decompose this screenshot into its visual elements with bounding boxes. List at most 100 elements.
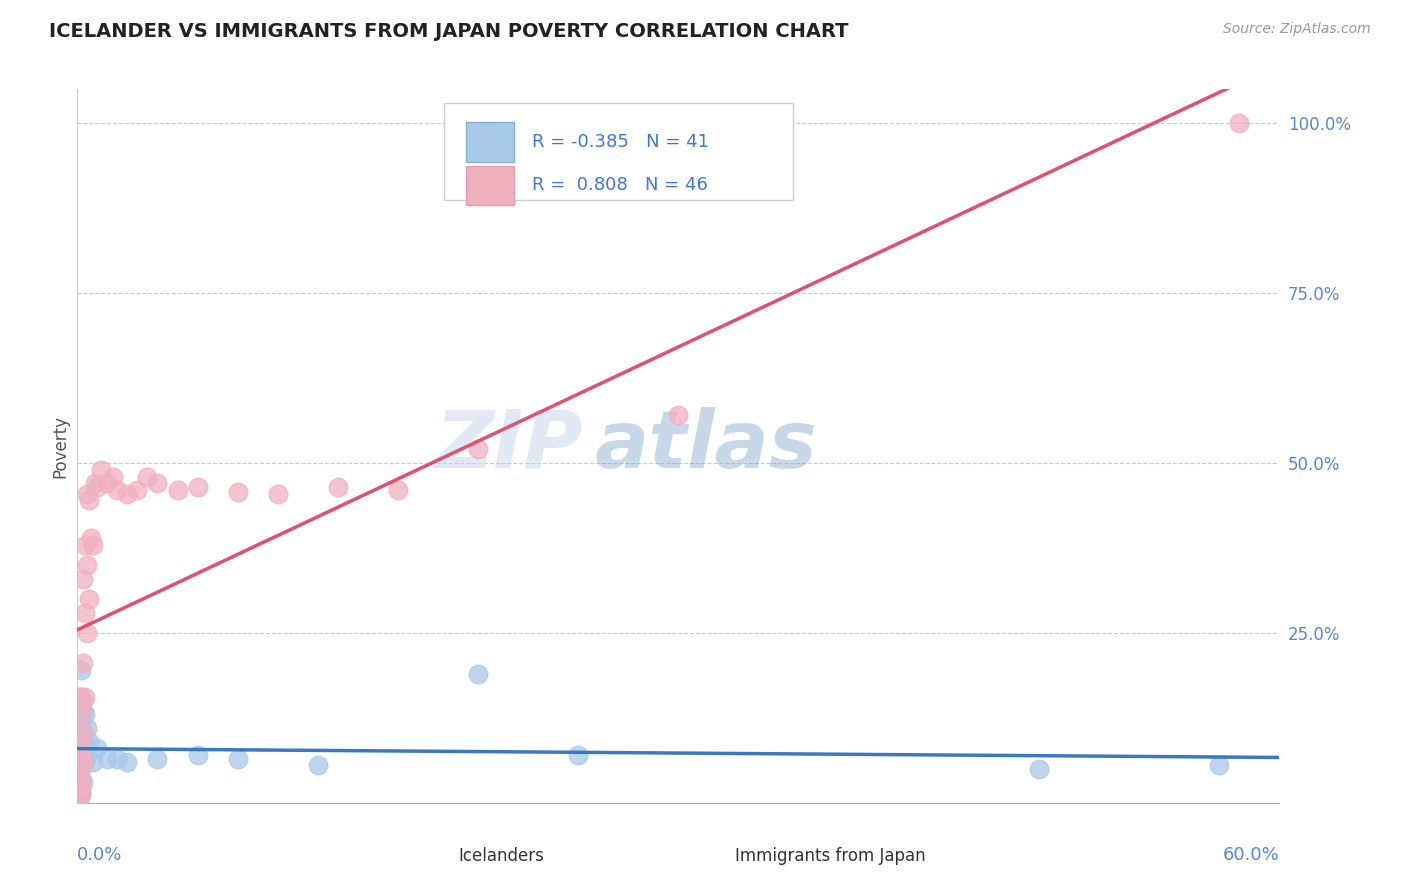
Point bbox=[67, 775, 90, 789]
Point bbox=[67, 786, 90, 800]
Text: Source: ZipAtlas.com: Source: ZipAtlas.com bbox=[1223, 22, 1371, 37]
Point bbox=[75, 606, 97, 620]
Point bbox=[75, 755, 97, 769]
Text: R = -0.385   N = 41: R = -0.385 N = 41 bbox=[531, 133, 709, 151]
Point bbox=[467, 666, 489, 681]
Bar bbox=[465, 122, 513, 161]
Point bbox=[70, 690, 93, 705]
Y-axis label: Poverty: Poverty bbox=[51, 415, 69, 477]
Point bbox=[96, 751, 118, 765]
Point bbox=[79, 493, 101, 508]
Point bbox=[82, 755, 104, 769]
Point bbox=[70, 745, 93, 759]
Point bbox=[127, 483, 149, 498]
Point bbox=[75, 738, 97, 752]
Point bbox=[67, 758, 90, 772]
Point bbox=[187, 748, 209, 763]
Point bbox=[166, 483, 188, 498]
Bar bbox=[413, 843, 444, 870]
Point bbox=[103, 469, 125, 483]
Point bbox=[75, 537, 97, 551]
Point bbox=[67, 782, 90, 797]
Point bbox=[72, 657, 94, 671]
Point bbox=[70, 731, 93, 746]
Point bbox=[70, 711, 93, 725]
Text: atlas: atlas bbox=[595, 407, 817, 485]
Point bbox=[72, 755, 94, 769]
Point bbox=[72, 745, 94, 759]
Point bbox=[467, 442, 489, 457]
Point bbox=[70, 772, 93, 786]
Point bbox=[76, 721, 98, 735]
Point bbox=[70, 707, 93, 722]
Text: 0.0%: 0.0% bbox=[77, 846, 122, 863]
Point bbox=[72, 728, 94, 742]
Point bbox=[70, 758, 93, 772]
Point bbox=[76, 558, 98, 572]
Point bbox=[67, 745, 90, 759]
Point bbox=[67, 779, 90, 793]
Point bbox=[79, 591, 101, 606]
Point bbox=[67, 717, 90, 731]
Text: R =  0.808   N = 46: R = 0.808 N = 46 bbox=[531, 177, 707, 194]
Point bbox=[70, 748, 93, 763]
Point bbox=[82, 537, 104, 551]
Text: Icelanders: Icelanders bbox=[458, 847, 544, 865]
Text: Immigrants from Japan: Immigrants from Japan bbox=[735, 847, 925, 865]
Point bbox=[326, 480, 349, 494]
Point bbox=[70, 663, 93, 677]
Point bbox=[70, 762, 93, 776]
Bar bbox=[465, 166, 513, 205]
Text: ZIP: ZIP bbox=[434, 407, 582, 485]
Point bbox=[67, 789, 90, 803]
Point bbox=[76, 626, 98, 640]
Point bbox=[67, 690, 90, 705]
Point bbox=[72, 775, 94, 789]
Text: ICELANDER VS IMMIGRANTS FROM JAPAN POVERTY CORRELATION CHART: ICELANDER VS IMMIGRANTS FROM JAPAN POVER… bbox=[49, 22, 849, 41]
Point bbox=[67, 779, 90, 793]
Point bbox=[146, 476, 169, 491]
Point bbox=[86, 480, 108, 494]
Point bbox=[117, 486, 139, 500]
Point bbox=[70, 789, 93, 803]
Point bbox=[76, 748, 98, 763]
Point bbox=[72, 572, 94, 586]
Point bbox=[70, 734, 93, 748]
Point bbox=[226, 751, 249, 765]
Point bbox=[70, 775, 93, 789]
Point bbox=[387, 483, 409, 498]
FancyBboxPatch shape bbox=[444, 103, 793, 200]
Point bbox=[70, 782, 93, 797]
Bar bbox=[690, 843, 720, 870]
Point bbox=[86, 741, 108, 756]
Point bbox=[75, 707, 97, 722]
Point bbox=[1229, 116, 1251, 130]
Point bbox=[668, 409, 690, 423]
Point bbox=[1208, 758, 1230, 772]
Point bbox=[307, 758, 329, 772]
Point bbox=[107, 483, 129, 498]
Point bbox=[76, 486, 98, 500]
Point bbox=[90, 463, 112, 477]
Point bbox=[267, 486, 290, 500]
Point bbox=[80, 531, 103, 545]
Point bbox=[72, 724, 94, 739]
Point bbox=[75, 690, 97, 705]
Point bbox=[226, 484, 249, 499]
Point bbox=[136, 469, 159, 483]
Point bbox=[117, 755, 139, 769]
Point bbox=[72, 694, 94, 708]
Point bbox=[187, 480, 209, 494]
Point bbox=[67, 772, 90, 786]
Point bbox=[72, 758, 94, 772]
Point bbox=[70, 786, 93, 800]
Point bbox=[67, 731, 90, 746]
Point bbox=[72, 704, 94, 718]
Point bbox=[84, 476, 107, 491]
Point bbox=[107, 751, 129, 765]
Point bbox=[1028, 762, 1050, 776]
Point bbox=[146, 751, 169, 765]
Point bbox=[79, 734, 101, 748]
Point bbox=[67, 786, 90, 800]
Point bbox=[70, 690, 93, 705]
